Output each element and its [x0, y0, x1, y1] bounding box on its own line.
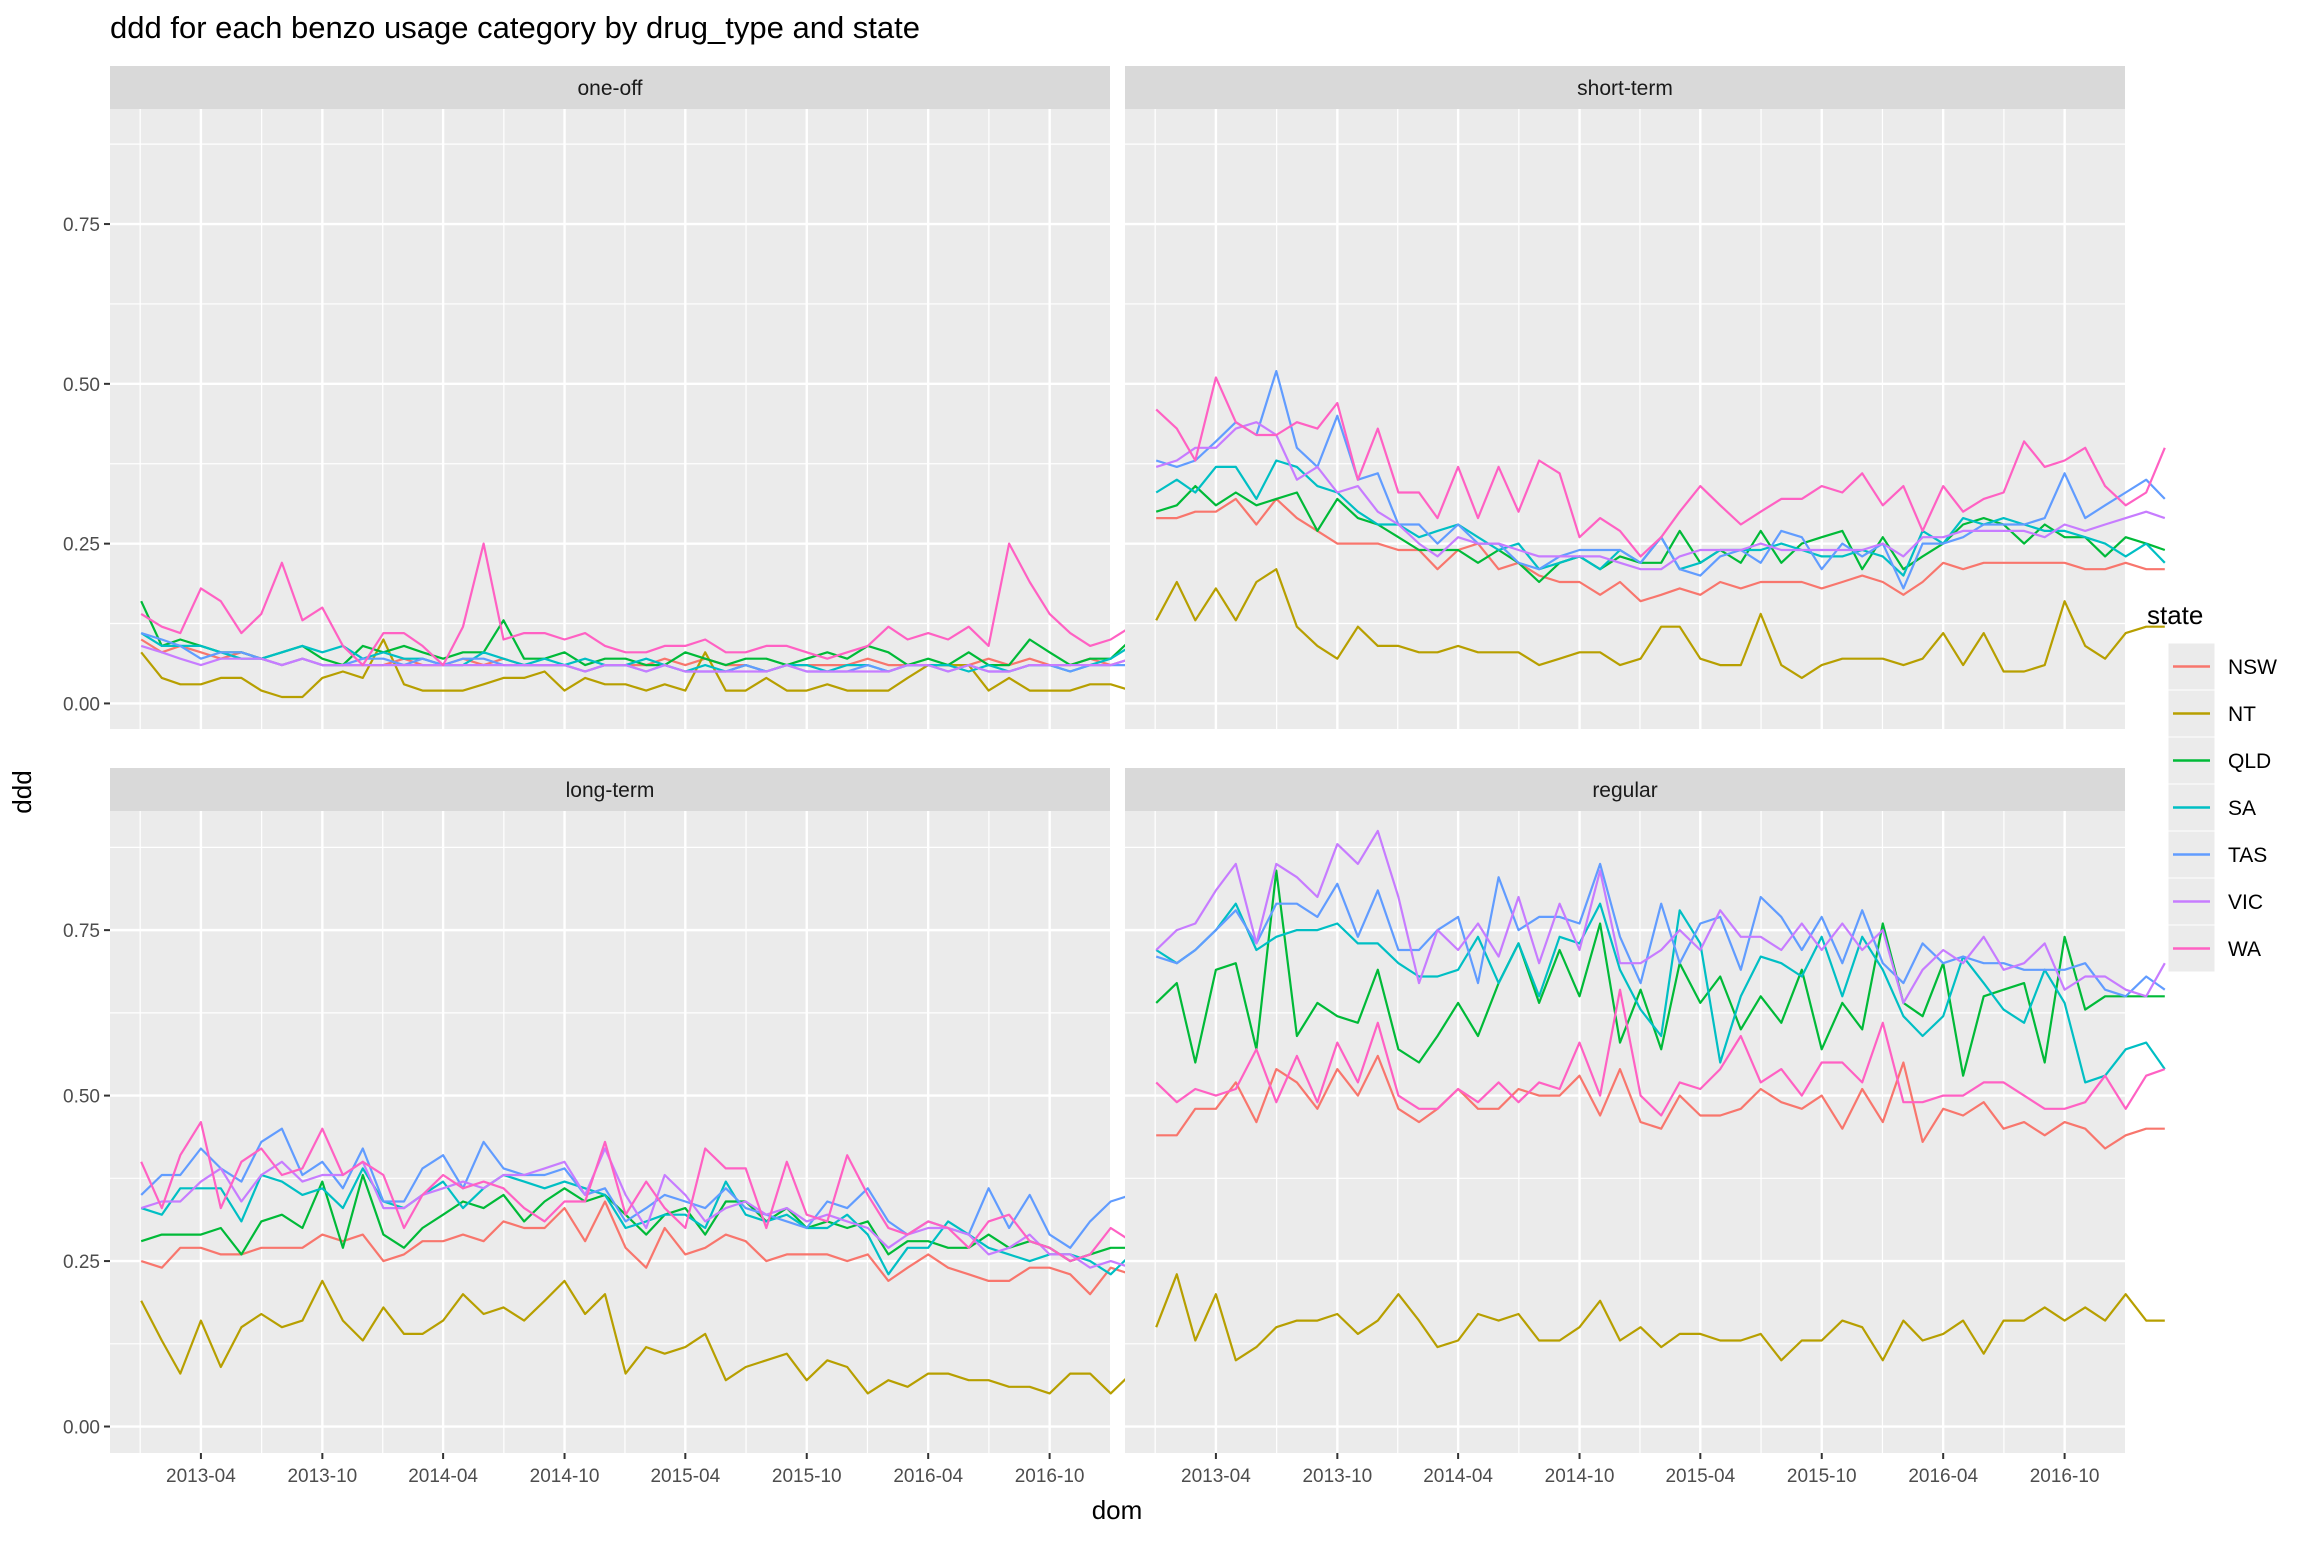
- x-tick-label: 2016-10: [2030, 1466, 2100, 1487]
- x-tick-label: 2016-04: [893, 1466, 963, 1487]
- legend-items: NSW NT QLD SA TAS VIC WA: [2167, 642, 2277, 973]
- facet-strip: [1125, 768, 2125, 811]
- facet-label: long-term: [566, 779, 655, 802]
- x-tick-label: 2015-04: [1665, 1466, 1735, 1487]
- series-line-TAS: [1155, 862, 2166, 998]
- series-line-WA: [140, 542, 1150, 667]
- y-tick-label: 0.25: [63, 1252, 100, 1273]
- x-tick-label: 2013-10: [1302, 1466, 1372, 1487]
- x-tick-label: 2014-10: [1545, 1466, 1615, 1487]
- series-line-QLD: [140, 1173, 1151, 1263]
- series-line-TAS: [140, 1127, 1150, 1249]
- legend-label: VIC: [2228, 891, 2263, 914]
- x-tick-label: 2014-10: [530, 1466, 600, 1487]
- facet-label: short-term: [1577, 77, 1673, 100]
- facet-label: one-off: [578, 77, 643, 100]
- y-tick-label: 0.75: [63, 215, 100, 236]
- series-line-VIC: [140, 644, 1150, 673]
- facet-label: regular: [1592, 779, 1657, 802]
- panel-short-term: short-term: [1125, 66, 2166, 729]
- series-line-SA: [140, 1167, 1150, 1276]
- facet-strip: [1125, 66, 2125, 109]
- panel-background: [110, 109, 1110, 729]
- legend-label: SA: [2228, 797, 2256, 820]
- chart-title: ddd for each benzo usage category by dru…: [110, 10, 920, 45]
- facet-strip: [110, 66, 1110, 109]
- x-tick-label: 2013-10: [287, 1466, 357, 1487]
- series-line-NT: [140, 1279, 1151, 1395]
- series-line-VIC: [140, 1147, 1151, 1269]
- y-axis-label: ddd: [7, 770, 37, 813]
- series-line-VIC: [1155, 829, 2166, 1005]
- facet-strip: [110, 768, 1110, 811]
- x-tick-label: 2013-04: [166, 1466, 236, 1487]
- panel-one-off: one-off 0.00 0.25 0.50 0.75: [63, 66, 1151, 729]
- y-tick-label: 0.75: [63, 921, 100, 942]
- series-line-QLD: [1155, 485, 2166, 584]
- series-line-NT: [1155, 568, 2165, 680]
- legend-label: QLD: [2228, 750, 2271, 773]
- series-line-NSW: [1156, 497, 2165, 603]
- x-tick-label: 2014-04: [408, 1466, 478, 1487]
- legend-label: TAS: [2228, 844, 2267, 867]
- legend-label: NSW: [2228, 656, 2277, 679]
- x-tick-label: 2013-04: [1181, 1466, 1251, 1487]
- series-line-NSW: [140, 1200, 1150, 1296]
- x-tick-label: 2015-04: [650, 1466, 720, 1487]
- legend-label: WA: [2228, 938, 2261, 961]
- x-tick-label: 2015-10: [772, 1466, 842, 1487]
- series-line-VIC: [1155, 421, 2166, 571]
- series-line-QLD: [1155, 869, 2165, 1077]
- panel-background: [1125, 109, 2125, 729]
- panel-background: [1125, 811, 2125, 1453]
- panel-regular: regular 2013-04 2013-10 2014-04 2014-10 2015-…: [1125, 768, 2166, 1487]
- x-tick-label: 2016-04: [1908, 1466, 1978, 1487]
- series-line-SA: [1155, 902, 2166, 1084]
- x-axis-label: dom: [1092, 1495, 1143, 1525]
- legend-title: state: [2147, 600, 2203, 630]
- x-tick-label: 2015-10: [1787, 1466, 1857, 1487]
- x-tick-label: 2016-10: [1015, 1466, 1085, 1487]
- y-tick-label: 0.00: [63, 1418, 100, 1439]
- series-line-WA: [1155, 988, 2166, 1117]
- series-line-SA: [140, 632, 1151, 673]
- legend-label: NT: [2228, 703, 2256, 726]
- y-tick-label: 0.25: [63, 535, 100, 556]
- y-tick-label: 0.00: [63, 694, 100, 715]
- panel-long-term: long-term 0.00 0.25 0.50 0.75 2013-04 2013-10 2…: [63, 768, 1151, 1487]
- series-line-NSW: [1156, 1054, 2165, 1150]
- x-tick-label: 2014-04: [1423, 1466, 1493, 1487]
- series-line-NT: [140, 638, 1151, 699]
- y-tick-label: 0.50: [63, 375, 100, 396]
- series-line-WA: [140, 1120, 1151, 1263]
- series-line-QLD: [140, 600, 1151, 667]
- y-tick-label: 0.50: [63, 1087, 100, 1108]
- panels: one-off 0.00 0.25 0.50 0.75 short-term long-te…: [63, 66, 2166, 1487]
- panel-background: [110, 811, 1110, 1453]
- series-line-WA: [1155, 376, 2166, 558]
- series-line-NT: [1155, 1273, 2165, 1362]
- legend: state NSW NT QLD SA TAS VIC WA: [2147, 600, 2277, 973]
